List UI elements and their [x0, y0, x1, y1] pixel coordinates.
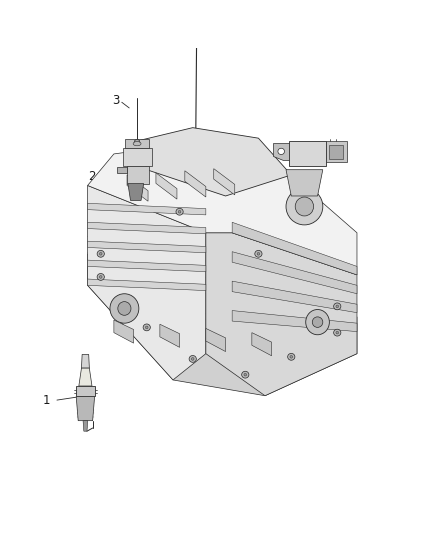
Polygon shape [79, 368, 92, 386]
Ellipse shape [99, 253, 102, 255]
Ellipse shape [288, 353, 295, 360]
Text: 2: 2 [88, 170, 96, 183]
Text: 3: 3 [113, 94, 120, 108]
Ellipse shape [134, 140, 140, 144]
Ellipse shape [306, 310, 329, 335]
Polygon shape [156, 173, 177, 199]
Ellipse shape [99, 276, 102, 278]
Polygon shape [273, 143, 289, 160]
Ellipse shape [97, 251, 104, 257]
Ellipse shape [176, 208, 183, 215]
Ellipse shape [242, 372, 249, 378]
Polygon shape [286, 169, 323, 196]
Polygon shape [232, 222, 357, 275]
Ellipse shape [255, 251, 262, 257]
Ellipse shape [290, 356, 293, 358]
Polygon shape [81, 354, 89, 368]
Polygon shape [214, 168, 235, 195]
Polygon shape [117, 167, 127, 173]
Ellipse shape [110, 294, 139, 323]
Polygon shape [185, 171, 206, 197]
Ellipse shape [118, 302, 131, 316]
Polygon shape [206, 328, 226, 352]
Ellipse shape [257, 253, 260, 255]
Polygon shape [88, 279, 206, 290]
Polygon shape [88, 185, 206, 380]
Ellipse shape [334, 303, 341, 310]
Polygon shape [206, 233, 357, 395]
Ellipse shape [143, 324, 150, 331]
Polygon shape [88, 260, 206, 272]
Ellipse shape [189, 356, 196, 362]
Polygon shape [252, 333, 272, 356]
Polygon shape [123, 148, 152, 166]
Polygon shape [88, 143, 357, 275]
Ellipse shape [334, 329, 341, 336]
Polygon shape [114, 320, 134, 343]
Text: 1: 1 [42, 393, 50, 407]
Polygon shape [127, 166, 149, 184]
Ellipse shape [286, 188, 323, 225]
Ellipse shape [336, 305, 339, 308]
Bar [328, 145, 343, 159]
Ellipse shape [133, 142, 141, 146]
Text: 4: 4 [311, 146, 319, 158]
Polygon shape [83, 421, 88, 431]
Ellipse shape [191, 358, 194, 360]
Ellipse shape [244, 374, 247, 376]
Polygon shape [232, 252, 357, 294]
Polygon shape [128, 184, 144, 200]
Polygon shape [88, 241, 206, 253]
Polygon shape [127, 175, 148, 201]
Polygon shape [232, 281, 357, 313]
Polygon shape [88, 204, 206, 215]
Ellipse shape [145, 326, 148, 329]
Ellipse shape [336, 332, 339, 334]
Polygon shape [88, 254, 357, 395]
Bar [289, 141, 326, 166]
Polygon shape [140, 128, 291, 196]
Ellipse shape [312, 317, 323, 327]
Polygon shape [125, 140, 149, 148]
Bar [326, 141, 347, 162]
Ellipse shape [278, 148, 285, 155]
Polygon shape [160, 324, 180, 348]
Polygon shape [232, 311, 357, 332]
Polygon shape [76, 397, 95, 421]
Ellipse shape [97, 273, 104, 280]
Polygon shape [88, 222, 206, 234]
Ellipse shape [178, 211, 181, 213]
Ellipse shape [295, 197, 314, 216]
Polygon shape [76, 386, 95, 397]
